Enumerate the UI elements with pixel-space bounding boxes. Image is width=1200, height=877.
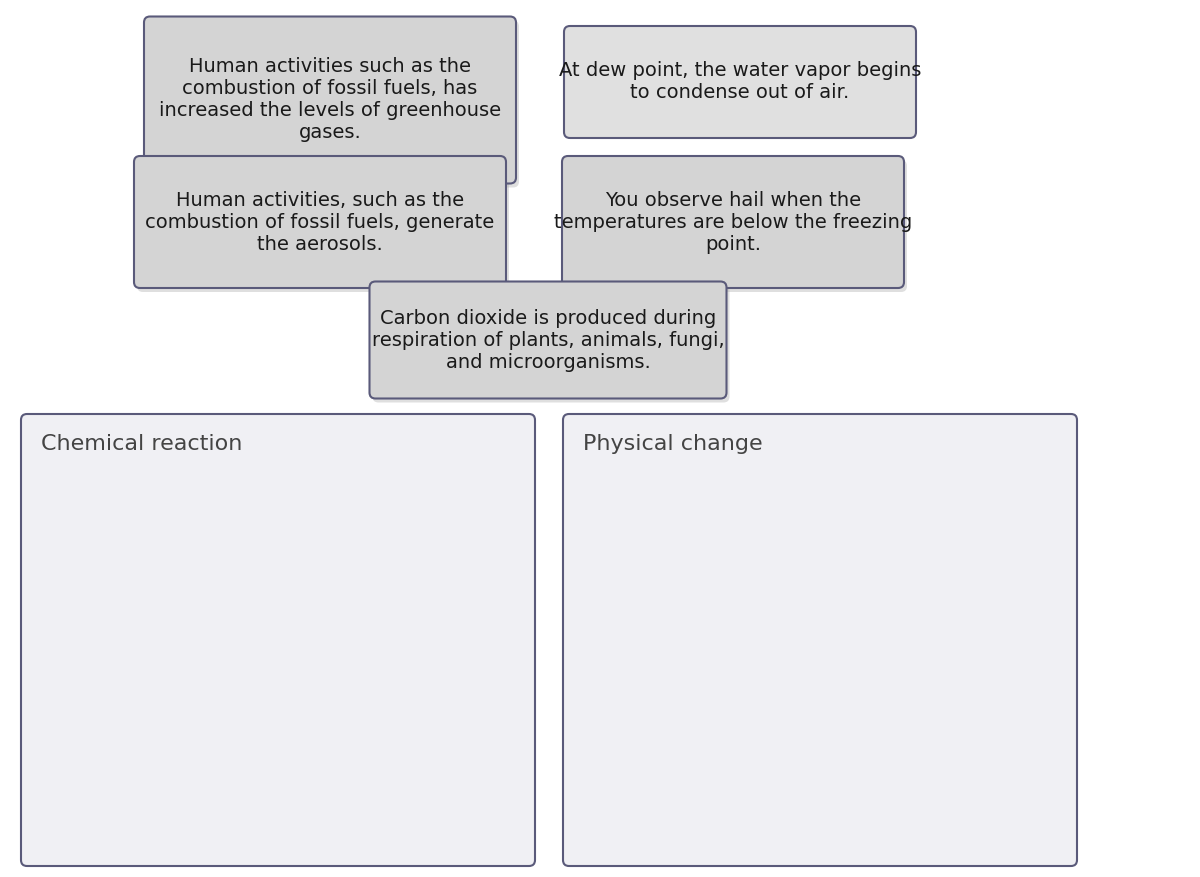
Text: At dew point, the water vapor begins
to condense out of air.: At dew point, the water vapor begins to … [559,61,922,103]
FancyBboxPatch shape [134,156,506,288]
Text: Physical change: Physical change [583,434,763,454]
FancyBboxPatch shape [137,160,509,292]
FancyBboxPatch shape [148,20,520,188]
FancyBboxPatch shape [22,414,535,866]
FancyBboxPatch shape [563,414,1078,866]
Text: Carbon dioxide is produced during
respiration of plants, animals, fungi,
and mic: Carbon dioxide is produced during respir… [372,309,725,372]
Text: Human activities, such as the
combustion of fossil fuels, generate
the aerosols.: Human activities, such as the combustion… [145,190,494,253]
FancyBboxPatch shape [144,17,516,183]
FancyBboxPatch shape [564,26,916,138]
FancyBboxPatch shape [565,160,907,292]
FancyBboxPatch shape [562,156,904,288]
FancyBboxPatch shape [370,282,726,398]
Text: Human activities such as the
combustion of fossil fuels, has
increased the level: Human activities such as the combustion … [158,58,502,142]
Text: You observe hail when the
temperatures are below the freezing
point.: You observe hail when the temperatures a… [554,190,912,253]
Text: Chemical reaction: Chemical reaction [41,434,242,454]
FancyBboxPatch shape [372,286,730,403]
